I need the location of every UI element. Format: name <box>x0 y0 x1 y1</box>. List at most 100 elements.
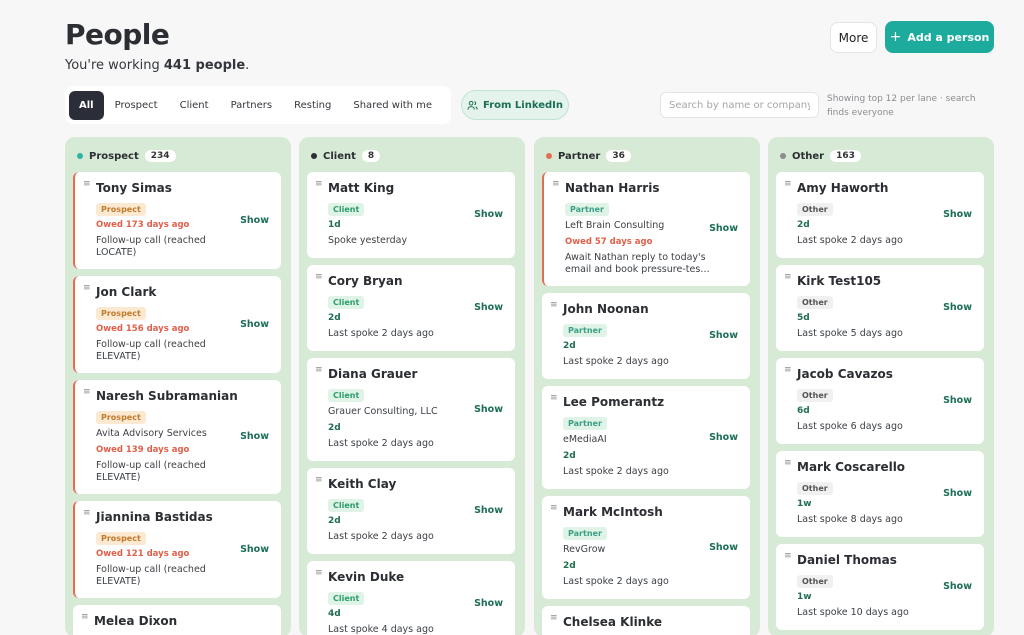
drag-handle-icon[interactable]: ≡ <box>315 272 323 282</box>
last-spoke: Last spoke 2 days ago <box>328 328 434 339</box>
show-button[interactable]: Show <box>943 581 972 592</box>
person-card[interactable]: ≡ Cory Bryan Client 2d Last spoke 2 days ago… <box>307 265 515 351</box>
person-card[interactable]: ≡ Tony Simas Prospect Owed 173 days ago Foll… <box>73 172 281 269</box>
show-button[interactable]: Show <box>240 215 269 226</box>
tab-client[interactable]: Client <box>179 99 209 111</box>
tab-all[interactable]: All <box>69 90 104 120</box>
drag-handle-icon[interactable]: ≡ <box>784 179 792 189</box>
tab-prospect[interactable]: Prospect <box>114 99 158 111</box>
company-name: Left Brain Consulting <box>565 220 665 231</box>
lane-title: Other <box>792 150 825 162</box>
drag-handle-icon[interactable]: ≡ <box>315 568 323 578</box>
show-button[interactable]: Show <box>709 432 738 443</box>
category-badge: Prospect <box>96 203 146 216</box>
person-card[interactable]: ≡Chelsea KlinkePartner <box>542 606 750 635</box>
from-linkedin-button[interactable]: From LinkedIn <box>461 90 569 120</box>
next-step-note: Follow-up call (reached ELEVATE) <box>96 339 206 362</box>
person-card[interactable]: ≡ Mark Coscarello Other 1w Last spoke 8 days… <box>776 451 984 537</box>
show-button[interactable]: Show <box>474 302 503 313</box>
add-person-button[interactable]: + Add a person <box>885 21 994 53</box>
category-badge: Client <box>328 203 365 216</box>
drag-handle-icon[interactable]: ≡ <box>83 179 91 189</box>
drag-handle-icon[interactable]: ≡ <box>550 393 558 403</box>
person-card[interactable]: ≡ Nathan Harris Partner Left Brain Consulti… <box>542 172 750 286</box>
person-card[interactable]: ≡ Mark McIntosh Partner RevGrow 2d Last spoke… <box>542 496 750 599</box>
show-button[interactable]: Show <box>240 544 269 555</box>
person-card[interactable]: ≡ Jiannina Bastidas Prospect Owed 121 days … <box>73 501 281 598</box>
show-button[interactable]: Show <box>474 505 503 516</box>
contact-frequency: 1w <box>797 592 812 602</box>
show-button[interactable]: Show <box>240 431 269 442</box>
show-button[interactable]: Show <box>474 598 503 609</box>
person-card[interactable]: ≡ Daniel Thomas Other 1w Last spoke 10 days … <box>776 544 984 630</box>
drag-handle-icon[interactable]: ≡ <box>784 458 792 468</box>
drag-handle-icon[interactable]: ≡ <box>550 503 558 513</box>
show-button[interactable]: Show <box>943 302 972 313</box>
person-card[interactable]: ≡ Kirk Test105 Other 5d Last spoke 5 days ag… <box>776 265 984 351</box>
last-spoke: Last spoke 2 days ago <box>797 235 903 246</box>
person-card[interactable]: ≡ Kevin Duke Client 4d Last spoke 4 days ago… <box>307 561 515 635</box>
show-button[interactable]: Show <box>709 542 738 553</box>
show-button[interactable]: Show <box>474 209 503 220</box>
tab-partners[interactable]: Partners <box>230 99 273 111</box>
person-name: Daniel Thomas <box>797 553 897 567</box>
person-card[interactable]: ≡ Diana Grauer Client Grauer Consulting, LL… <box>307 358 515 461</box>
category-badge: Other <box>797 482 833 495</box>
lane-header: Other 163 <box>780 150 861 162</box>
show-button[interactable]: Show <box>240 319 269 330</box>
contact-frequency: 2d <box>328 516 341 526</box>
show-button[interactable]: Show <box>943 395 972 406</box>
lane-status-dot <box>77 153 83 159</box>
person-name: Diana Grauer <box>328 367 418 381</box>
person-card[interactable]: ≡ Melea Dixon <box>73 605 281 635</box>
person-card[interactable]: ≡ Jon Clark Prospect Owed 156 days ago Follo… <box>73 276 281 373</box>
last-spoke: Last spoke 2 days ago <box>328 438 434 449</box>
drag-handle-icon[interactable]: ≡ <box>315 475 323 485</box>
person-name: Kirk Test105 <box>797 274 882 288</box>
company-name: RevGrow <box>563 544 606 555</box>
category-badge: Client <box>328 296 365 309</box>
category-badge: Prospect <box>96 411 146 424</box>
person-card[interactable]: ≡ Naresh Subramanian Prospect Avita Advisor… <box>73 380 281 494</box>
drag-handle-icon[interactable]: ≡ <box>784 365 792 375</box>
category-badge: Other <box>797 203 833 216</box>
drag-handle-icon[interactable]: ≡ <box>550 613 558 623</box>
show-button[interactable]: Show <box>943 209 972 220</box>
people-icon <box>467 100 478 110</box>
person-card[interactable]: ≡ Lee Pomerantz Partner eMediaAI 2d Last spok… <box>542 386 750 489</box>
person-card[interactable]: ≡ Jacob Cavazos Other 6d Last spoke 6 days a… <box>776 358 984 444</box>
person-card[interactable]: ≡ John Noonan Partner 2d Last spoke 2 days a… <box>542 293 750 379</box>
person-name: Jiannina Bastidas <box>96 510 213 524</box>
person-name: Cory Bryan <box>328 274 403 288</box>
lane-partner: Partner 36 ≡ Nathan Harris Partner Left Brain… <box>534 137 760 635</box>
drag-handle-icon[interactable]: ≡ <box>83 387 91 397</box>
lane-client: Client 8 ≡ Matt King Client 1d Spoke yesterday… <box>299 137 525 635</box>
person-card[interactable]: ≡ Matt King Client 1d Spoke yesterday Show <box>307 172 515 258</box>
category-badge: Partner <box>563 324 607 337</box>
search-input[interactable] <box>660 92 819 118</box>
drag-handle-icon[interactable]: ≡ <box>83 508 91 518</box>
drag-handle-icon[interactable]: ≡ <box>81 612 89 622</box>
drag-handle-icon[interactable]: ≡ <box>552 179 560 189</box>
tab-shared-with-me[interactable]: Shared with me <box>353 99 433 111</box>
person-name: Mark McIntosh <box>563 505 663 519</box>
drag-handle-icon[interactable]: ≡ <box>83 283 91 293</box>
person-name: Jacob Cavazos <box>797 367 893 381</box>
category-badge: Prospect <box>96 532 146 545</box>
person-name: Naresh Subramanian <box>96 389 238 403</box>
show-button[interactable]: Show <box>943 488 972 499</box>
show-button[interactable]: Show <box>709 330 738 341</box>
more-button[interactable]: More <box>830 22 877 53</box>
person-card[interactable]: ≡ Amy Haworth Other 2d Last spoke 2 days ago… <box>776 172 984 258</box>
drag-handle-icon[interactable]: ≡ <box>315 365 323 375</box>
contact-frequency: 2d <box>563 341 576 351</box>
drag-handle-icon[interactable]: ≡ <box>784 272 792 282</box>
show-button[interactable]: Show <box>709 223 738 234</box>
show-button[interactable]: Show <box>474 404 503 415</box>
person-card[interactable]: ≡ Keith Clay Client 2d Last spoke 2 days ago… <box>307 468 515 554</box>
tab-resting[interactable]: Resting <box>294 99 332 111</box>
next-step-note: Follow-up call (reached ELEVATE) <box>96 564 206 587</box>
drag-handle-icon[interactable]: ≡ <box>550 300 558 310</box>
drag-handle-icon[interactable]: ≡ <box>315 179 323 189</box>
drag-handle-icon[interactable]: ≡ <box>784 551 792 561</box>
